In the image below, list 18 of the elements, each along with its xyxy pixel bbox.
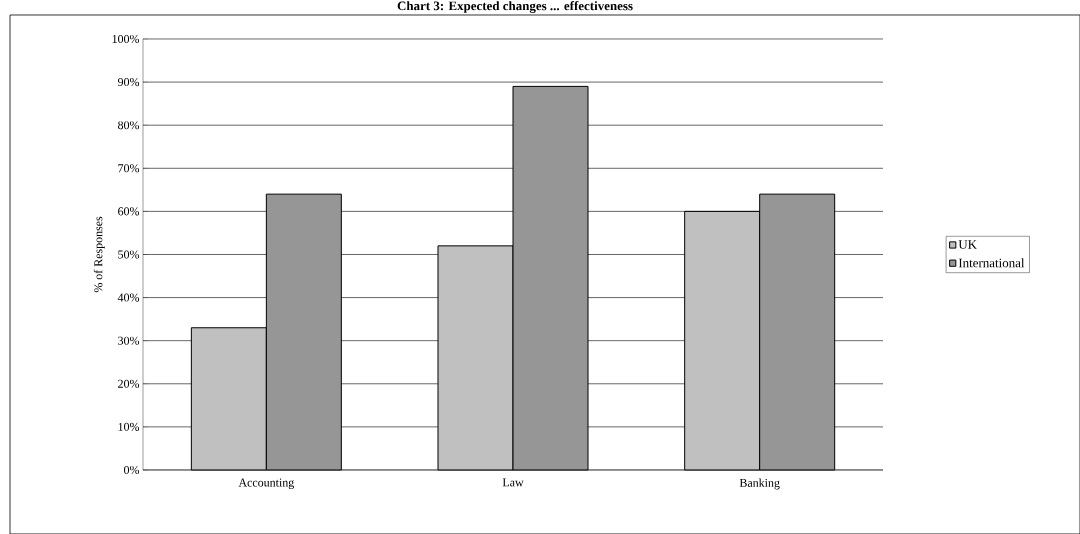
x-tick-label: Law — [502, 478, 524, 487]
y-tick-label: 70% — [118, 164, 140, 173]
y-tick-label: 30% — [118, 336, 140, 345]
y-axis-title: % of Responses — [93, 216, 105, 293]
x-tick-label: Accounting — [238, 478, 295, 489]
y-tick-label: 10% — [118, 422, 140, 431]
y-tick-label: 90% — [117, 78, 140, 87]
legend-label: International — [958, 258, 1025, 268]
legend-label: UK — [958, 240, 977, 249]
chart-title: Chart 3: Expected changes ... effectiveness — [397, 0, 633, 13]
y-tick-label: 100% — [112, 34, 140, 44]
y-tick-label: 0% — [124, 465, 140, 475]
y-tick-label: 20% — [118, 379, 140, 388]
x-tick-label: Banking — [739, 478, 780, 490]
y-tick-label: 80% — [118, 121, 140, 130]
y-tick-label: 50% — [118, 250, 140, 259]
y-tick-label: 40% — [117, 293, 140, 302]
y-tick-label: 60% — [118, 207, 140, 216]
